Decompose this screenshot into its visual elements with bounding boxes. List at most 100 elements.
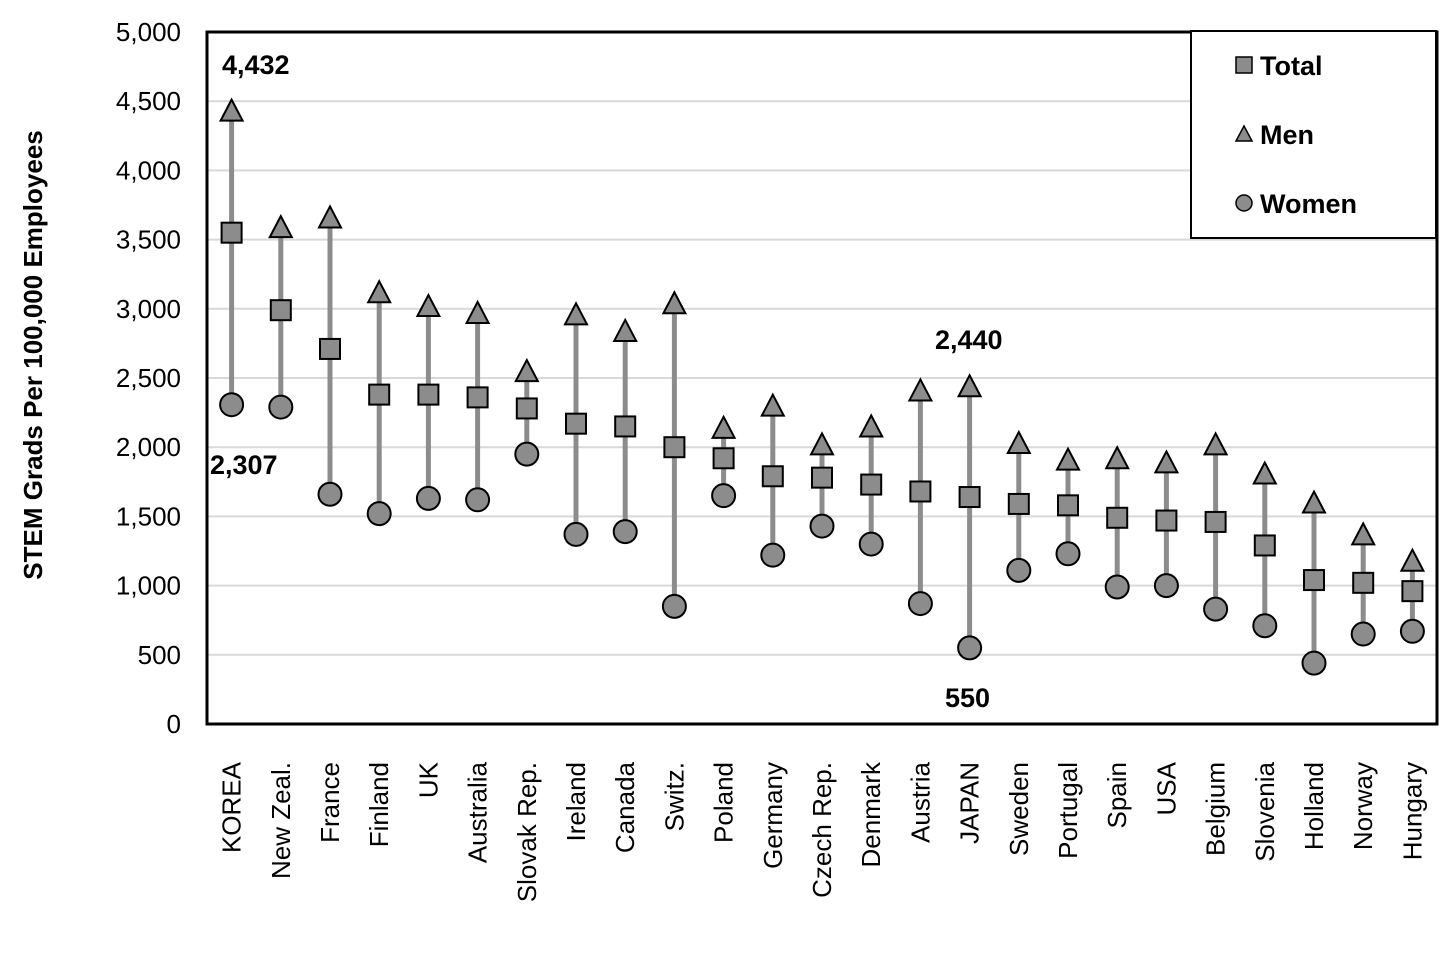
x-tick-label: Spain: [1102, 762, 1132, 829]
annotations: 4,432 2,307 2,440 550: [210, 50, 1003, 713]
women-point: [268, 394, 294, 420]
men-point: [612, 317, 638, 342]
x-tick-label: Switz.: [659, 762, 689, 831]
x-tick-label: New Zeal.: [266, 762, 296, 879]
y-tick-labels: 0 500 1,000 1,500 2,000 2,500 3,000 3,500 4,000 4…: [116, 17, 181, 739]
y-tick-label: 4,000: [116, 155, 181, 185]
x-tick-label: Poland: [709, 762, 739, 843]
legend-total-label: Total: [1260, 51, 1323, 81]
total-point: [368, 383, 391, 406]
men-point: [858, 413, 884, 438]
y-tick-label: 0: [167, 709, 181, 739]
men-point: [1301, 489, 1327, 514]
women-point: [219, 392, 245, 418]
women-point: [1153, 573, 1179, 599]
total-point: [1352, 571, 1375, 594]
total-point: [1204, 510, 1227, 533]
x-tick-label: Australia: [463, 761, 493, 863]
x-tick-label: Hungary: [1397, 762, 1427, 860]
x-tick-label: Slovak Rep.: [512, 762, 542, 902]
women-point: [858, 531, 884, 557]
annotation-japan-men: 2,440: [935, 325, 1003, 355]
men-point: [366, 279, 392, 304]
total-point: [909, 480, 932, 503]
women-point: [661, 593, 687, 619]
y-tick-label: 4,500: [116, 86, 181, 116]
men-point: [514, 357, 540, 383]
women-point: [711, 483, 737, 509]
men-point: [218, 97, 245, 122]
total-point: [761, 465, 784, 488]
x-tick-label: Portugal: [1053, 762, 1083, 859]
men-point: [1350, 521, 1376, 546]
annotation-japan-women: 550: [945, 683, 990, 713]
data-markers: [218, 97, 1426, 676]
x-tick-label: JAPAN: [955, 762, 985, 844]
total-point: [269, 299, 292, 322]
women-point: [563, 521, 589, 547]
total-point: [466, 386, 489, 409]
x-tick-label: Ireland: [561, 762, 591, 842]
women-point: [612, 519, 638, 545]
total-point: [958, 486, 981, 509]
x-tick-label: UK: [413, 761, 443, 798]
y-tick-label: 5,000: [116, 17, 181, 47]
men-point: [1104, 445, 1130, 470]
x-tick-label: Belgium: [1201, 762, 1231, 856]
x-tick-label: USA: [1151, 761, 1181, 815]
x-tick-label: Norway: [1348, 762, 1378, 850]
women-point: [1301, 650, 1327, 676]
men-point: [710, 414, 737, 439]
women-point: [907, 591, 933, 617]
x-tick-label: Canada: [610, 761, 640, 853]
legend-men-label: Men: [1260, 120, 1314, 150]
women-point: [317, 481, 343, 507]
men-point: [907, 377, 934, 402]
x-tick-label: Sweden: [1004, 762, 1034, 856]
legend-circle-icon: [1235, 194, 1253, 212]
women-point: [760, 542, 786, 568]
legend: Total Men Women: [1190, 30, 1437, 239]
total-point: [417, 383, 440, 406]
y-tick-label: 3,500: [116, 225, 181, 255]
legend-square-icon: [1235, 56, 1253, 74]
total-point: [1303, 569, 1325, 592]
men-point: [1399, 547, 1426, 572]
men-point: [1055, 446, 1081, 471]
x-tick-label: Germany: [758, 762, 788, 869]
total-point: [1401, 580, 1424, 603]
women-point: [465, 487, 491, 513]
men-point: [1252, 460, 1278, 485]
women-point: [1252, 613, 1278, 639]
total-point: [614, 415, 637, 438]
y-tick-label: 1,000: [116, 571, 181, 601]
y-tick-label: 2,000: [116, 432, 181, 462]
men-point: [1006, 429, 1032, 455]
men-point: [661, 290, 688, 315]
x-tick-label: France: [315, 762, 345, 843]
plot-area-border: [205, 30, 1439, 726]
total-point: [1106, 506, 1129, 529]
women-point: [514, 441, 540, 467]
men-point: [809, 431, 835, 456]
total-point: [1253, 534, 1276, 557]
x-tick-labels: KOREA New Zeal. France Finland UK Australia Sl…: [217, 761, 1428, 902]
total-point: [712, 447, 735, 470]
total-point: [319, 337, 341, 360]
women-point: [1350, 621, 1376, 647]
x-tick-label: Denmark: [856, 761, 886, 867]
total-point: [663, 436, 686, 459]
men-point: [1202, 431, 1229, 456]
x-tick-label: Austria: [905, 761, 935, 842]
annotation-korea-men: 4,432: [222, 50, 290, 80]
x-tick-label: Holland: [1299, 762, 1329, 850]
y-axis-label: STEM Grads Per 100,000 Employees: [18, 130, 48, 579]
women-point: [1203, 596, 1229, 622]
x-tick-label: KOREA: [217, 761, 247, 853]
women-point: [957, 635, 983, 661]
men-point: [563, 301, 589, 326]
women-point: [415, 485, 441, 511]
annotation-korea-women: 2,307: [210, 450, 278, 480]
women-point: [1104, 574, 1130, 600]
men-point: [464, 299, 491, 324]
